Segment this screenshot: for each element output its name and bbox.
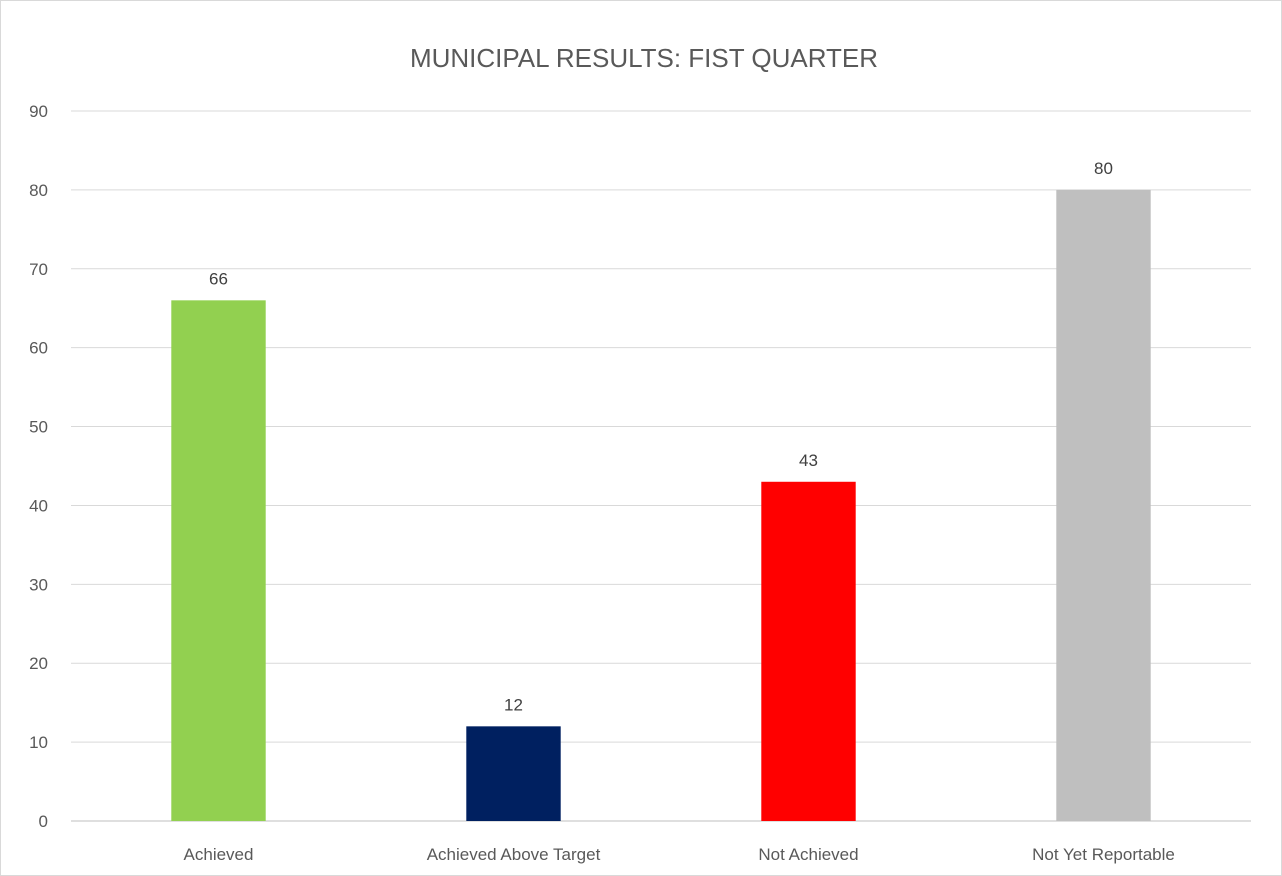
bar-not-yet-reportable xyxy=(1056,189,1151,821)
bar-not-achieved xyxy=(761,481,856,821)
y-tick-label: 80 xyxy=(29,181,48,200)
y-tick-label: 50 xyxy=(29,418,48,437)
chart-title: MUNICIPAL RESULTS: FIST QUARTER xyxy=(410,43,878,73)
bar-achieved xyxy=(171,300,266,821)
y-tick-label: 70 xyxy=(29,260,48,279)
x-category-label: Achieved Above Target xyxy=(427,845,601,864)
data-labels: 66 12 43 80 xyxy=(209,159,1113,714)
bar-achieved-above-target xyxy=(466,726,561,821)
data-label: 43 xyxy=(799,451,818,470)
y-tick-label: 40 xyxy=(29,496,48,515)
y-tick-label: 60 xyxy=(29,339,48,358)
y-tick-label: 0 xyxy=(39,812,48,831)
y-tick-label: 90 xyxy=(29,102,48,121)
data-label: 66 xyxy=(209,269,228,288)
y-tick-label: 20 xyxy=(29,654,48,673)
y-tick-label: 10 xyxy=(29,733,48,752)
x-axis-category-labels: Achieved Achieved Above Target Not Achieve… xyxy=(184,845,1175,864)
gridlines xyxy=(71,110,1251,822)
bars xyxy=(171,189,1151,821)
x-category-label: Not Yet Reportable xyxy=(1032,845,1175,864)
x-category-label: Not Achieved xyxy=(758,845,858,864)
x-category-label: Achieved xyxy=(184,845,254,864)
data-label: 12 xyxy=(504,695,523,714)
y-axis-tick-labels: 0 10 20 30 40 50 60 70 80 90 xyxy=(29,102,48,831)
y-tick-label: 30 xyxy=(29,575,48,594)
data-label: 80 xyxy=(1094,159,1113,178)
